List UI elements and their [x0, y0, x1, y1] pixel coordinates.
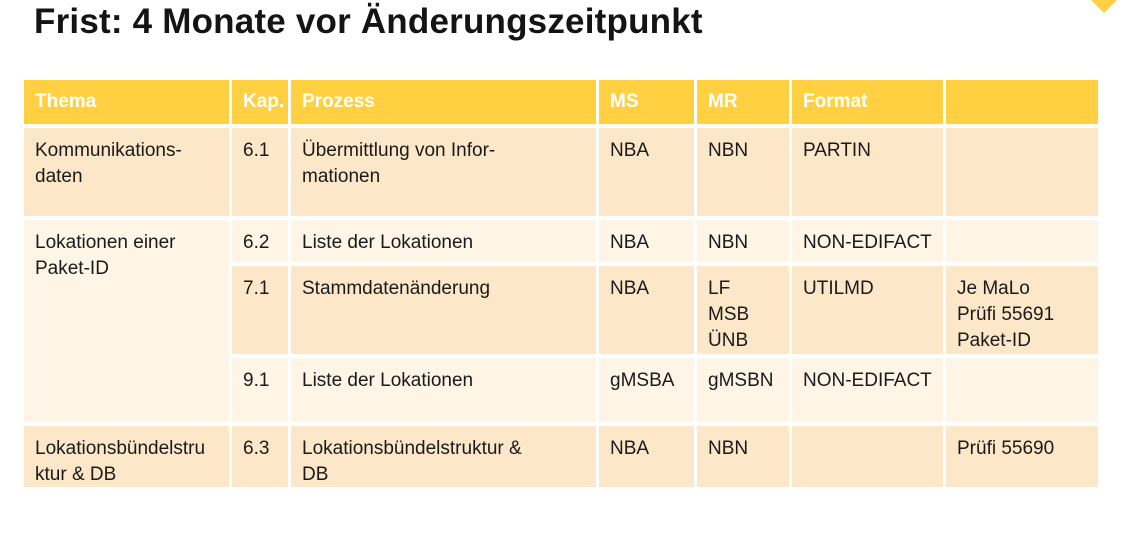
cell-mr: NBN [697, 426, 789, 487]
column-header-thema: Thema [24, 80, 229, 124]
cell-kap: 6.1 [232, 128, 288, 216]
cell-mr: gMSBN [697, 358, 789, 422]
cell-extra [946, 128, 1098, 216]
column-header-format: Format [792, 80, 943, 124]
cell-prozess: Stammdatenänderung [291, 266, 596, 354]
cell-format: UTILMD [792, 266, 943, 354]
cell-kap: 6.3 [232, 426, 288, 487]
cell-ms: gMSBA [599, 358, 694, 422]
cell-prozess: Liste der Lokationen [291, 220, 596, 262]
cell-mr: NBN [697, 128, 789, 216]
cell-mr: NBN [697, 220, 789, 262]
cell-ms: NBA [599, 266, 694, 354]
cell-prozess: Übermittlung von Infor- mationen [291, 128, 596, 216]
cell-format [792, 426, 943, 487]
cell-mr: LF MSB ÜNB [697, 266, 789, 354]
column-header-extra [946, 80, 1098, 124]
cell-kap: 6.2 [232, 220, 288, 262]
column-header-prozess: Prozess [291, 80, 596, 124]
cell-extra [946, 220, 1098, 262]
process-table: Thema Kap. Prozess MS MR Format Kommunik… [24, 80, 1098, 487]
cell-thema-merged: Lokationen einer Paket-ID [24, 220, 229, 422]
cell-extra [946, 358, 1098, 422]
cell-thema: Kommunikations- daten [24, 128, 229, 216]
cell-extra: Je MaLo Prüfi 55691 Paket-ID [946, 266, 1098, 354]
cell-ms: NBA [599, 128, 694, 216]
corner-diamond-decoration [1087, 0, 1121, 13]
cell-ms: NBA [599, 426, 694, 487]
cell-format: PARTIN [792, 128, 943, 216]
cell-kap: 7.1 [232, 266, 288, 354]
cell-format: NON-EDIFACT [792, 358, 943, 422]
column-header-ms: MS [599, 80, 694, 124]
cell-format: NON-EDIFACT [792, 220, 943, 262]
cell-ms: NBA [599, 220, 694, 262]
cell-prozess: Liste der Lokationen [291, 358, 596, 422]
cell-thema: Lokationsbündelstru ktur & DB [24, 426, 229, 487]
cell-extra: Prüfi 55690 [946, 426, 1098, 487]
column-header-mr: MR [697, 80, 789, 124]
page-title: Frist: 4 Monate vor Änderungszeitpunkt [34, 2, 703, 41]
column-header-kap: Kap. [232, 80, 288, 124]
cell-prozess: Lokationsbündelstruktur & DB [291, 426, 596, 487]
cell-kap: 9.1 [232, 358, 288, 422]
